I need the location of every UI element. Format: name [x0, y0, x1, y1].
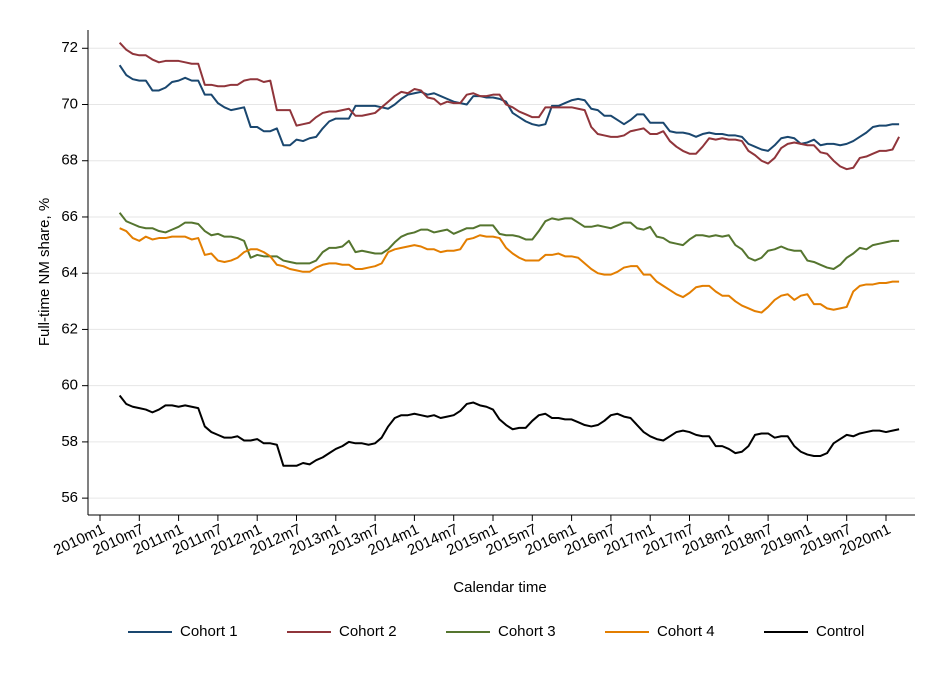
legend-label: Cohort 1: [180, 623, 238, 640]
series-line: [118, 41, 900, 171]
legend-label: Cohort 4: [657, 623, 715, 640]
y-tick-label: 56: [61, 489, 78, 506]
y-tick-label: 68: [61, 152, 78, 169]
series-line: [118, 212, 900, 270]
y-tick-label: 62: [61, 320, 78, 337]
legend-label: Cohort 3: [498, 623, 556, 640]
y-tick-label: 60: [61, 377, 78, 394]
x-axis-label: Calendar time: [453, 579, 546, 596]
series-line: [119, 227, 900, 314]
y-tick-label: 66: [61, 208, 78, 225]
y-tick-label: 72: [61, 39, 78, 56]
y-tick-label: 58: [61, 433, 78, 450]
legend-label: Control: [816, 623, 864, 640]
y-tick-label: 70: [61, 95, 78, 112]
series-line: [118, 64, 900, 152]
y-axis-label: Full-time NM share, %: [36, 198, 53, 346]
legend-label: Cohort 2: [339, 623, 397, 640]
series-line: [118, 394, 900, 467]
y-tick-label: 64: [61, 264, 78, 281]
